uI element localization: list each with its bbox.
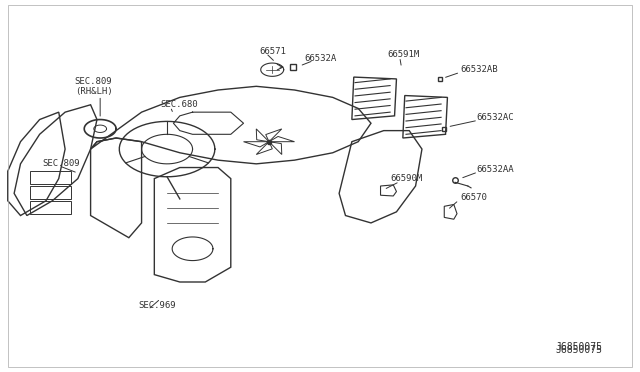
Text: 66532A: 66532A [304,54,336,63]
Text: 66591M: 66591M [387,51,419,60]
Text: 66590M: 66590M [390,174,422,183]
Text: SEC.809: SEC.809 [43,159,81,169]
Text: SEC.969: SEC.969 [138,301,176,311]
Text: 66532AC: 66532AC [476,113,514,122]
Text: SEC.680: SEC.680 [161,100,198,109]
Text: J6850075: J6850075 [556,341,603,352]
Text: 66570: 66570 [460,193,487,202]
Text: J6850075: J6850075 [556,345,603,355]
Text: SEC.809
(RH&LH): SEC.809 (RH&LH) [75,77,112,96]
Text: 66532AA: 66532AA [476,165,514,174]
Text: 66532AB: 66532AB [460,65,498,74]
Text: 66571: 66571 [259,47,286,56]
